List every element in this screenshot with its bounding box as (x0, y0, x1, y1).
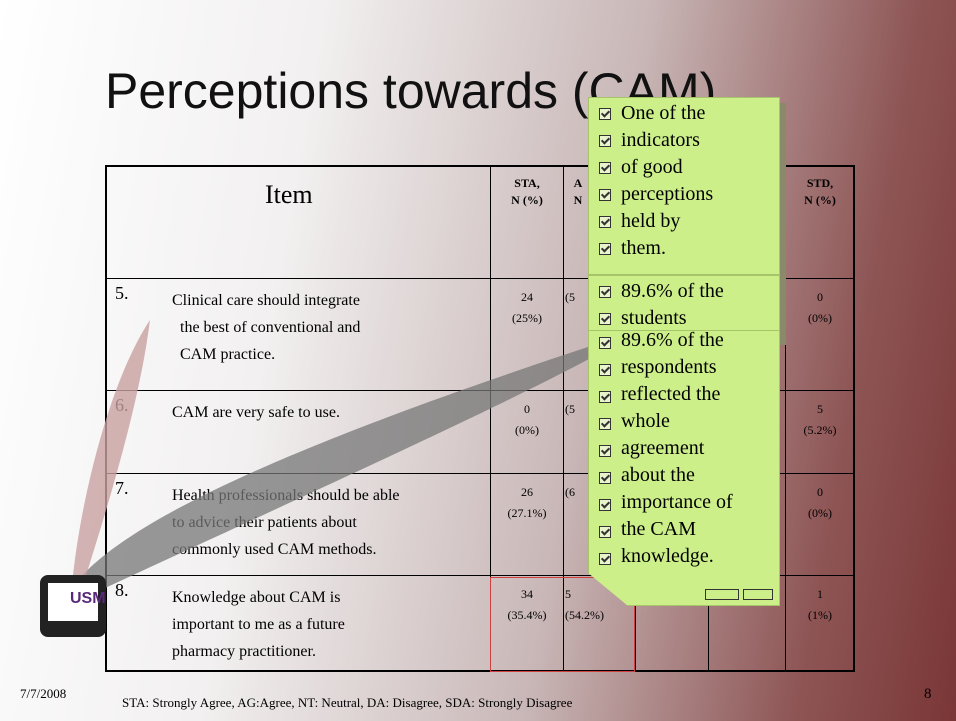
col-line (490, 165, 491, 672)
cell-value: 5 (817, 402, 823, 416)
row-number: 8. (115, 580, 129, 600)
header-item: Item (265, 180, 313, 209)
checkbox-icon (599, 526, 611, 538)
header-cell: N (573, 193, 583, 207)
checkbox-icon (599, 418, 611, 430)
checkbox-icon (599, 472, 611, 484)
item-text: commonly used CAM methods. (172, 541, 377, 558)
cell-value: (27.1%) (507, 506, 547, 520)
col-line (785, 165, 786, 672)
cell-value: (5 (565, 290, 575, 304)
button-shape (705, 589, 739, 600)
callout-text: whole (621, 410, 670, 432)
table (105, 165, 855, 672)
callout-text: perceptions (621, 183, 714, 205)
item-text: the best of conventional and (180, 319, 361, 336)
footer-page: 8 (924, 686, 932, 702)
checkbox-icon (599, 286, 611, 298)
checkbox-icon (599, 108, 611, 120)
cell-value: 0 (524, 402, 530, 416)
row-line (105, 278, 855, 279)
cell-value: (54.2%) (565, 608, 604, 622)
checkbox-icon (599, 391, 611, 403)
callout-text: respondents (621, 356, 717, 378)
callout-text: them. (621, 237, 666, 259)
cell-value: (0%) (515, 423, 539, 437)
callout-text: reflected the (621, 383, 721, 405)
cell-value: (5.2%) (803, 423, 837, 437)
callout-text: 89.6% of the (621, 329, 724, 351)
checkbox-icon (599, 337, 611, 349)
callout-text: indicators (621, 129, 700, 151)
checkbox-icon (599, 445, 611, 457)
callout-text: the CAM (621, 518, 696, 540)
checkbox-icon (599, 189, 611, 201)
checkbox-icon (599, 243, 611, 255)
checkbox-icon (599, 364, 611, 376)
cell-value: 0 (817, 290, 823, 304)
cell-value: 24 (521, 290, 533, 304)
item-text: Clinical care should integrate (172, 292, 360, 309)
highlight-box (490, 577, 635, 672)
logo: USM (70, 590, 106, 607)
callout-text: 89.6% of the (621, 280, 724, 302)
footer-legend: STA: Strongly Agree, AG:Agree, NT: Neutr… (122, 695, 573, 710)
cell-value: 0 (817, 485, 823, 499)
row-line (105, 575, 855, 576)
cell-value: 34 (521, 587, 533, 601)
cell-value: 5 (565, 587, 571, 601)
callout-text: One of the (621, 102, 706, 124)
item-text: important to me as a future (172, 616, 345, 633)
callout-text: of good (621, 156, 683, 178)
cell-value: (25%) (512, 311, 542, 325)
header-cell: N (%) (511, 193, 543, 207)
item-text: CAM practice. (180, 346, 276, 363)
checkbox-icon (599, 313, 611, 325)
callout-text: held by (621, 210, 681, 232)
row-number: 7. (115, 478, 129, 498)
item-text: Knowledge about CAM is (172, 589, 341, 606)
callout: One of the indicators of good perceptions he… (588, 97, 780, 275)
callout: 89.6% of the respondents reflected the whol… (588, 330, 780, 606)
callout-text: importance of (621, 491, 733, 513)
row-number: 5. (115, 283, 129, 303)
col-line (563, 165, 564, 672)
header-cell: A (573, 176, 583, 190)
item-text: pharmacy practitioner. (172, 643, 316, 660)
callout-text: knowledge. (621, 545, 714, 567)
header-cell: N (%) (804, 193, 836, 207)
cell-value: (35.4%) (507, 608, 547, 622)
cell-value: (0%) (808, 311, 832, 325)
footer-date: 7/7/2008 (20, 686, 67, 701)
checkbox-icon (599, 135, 611, 147)
callout-text: students (621, 307, 687, 329)
header-cell: STD, (806, 176, 834, 190)
button-shape (743, 589, 773, 600)
callout-text: about the (621, 464, 695, 486)
cell-value: 1 (817, 587, 823, 601)
item-text: CAM are very safe to use. (172, 404, 340, 421)
cell-value: (1%) (808, 608, 832, 622)
callout: 89.6% of the students (588, 275, 780, 339)
cell-value: (5 (565, 402, 575, 416)
checkbox-icon (599, 216, 611, 228)
cell-value: (6 (565, 485, 575, 499)
checkbox-icon (599, 553, 611, 565)
callout-text: agreement (621, 437, 705, 459)
checkbox-icon (599, 499, 611, 511)
cell-value: 26 (521, 485, 533, 499)
row-line (105, 473, 855, 474)
cell-value: (0%) (808, 506, 832, 520)
header-cell: STA, (514, 176, 540, 190)
checkbox-icon (599, 162, 611, 174)
